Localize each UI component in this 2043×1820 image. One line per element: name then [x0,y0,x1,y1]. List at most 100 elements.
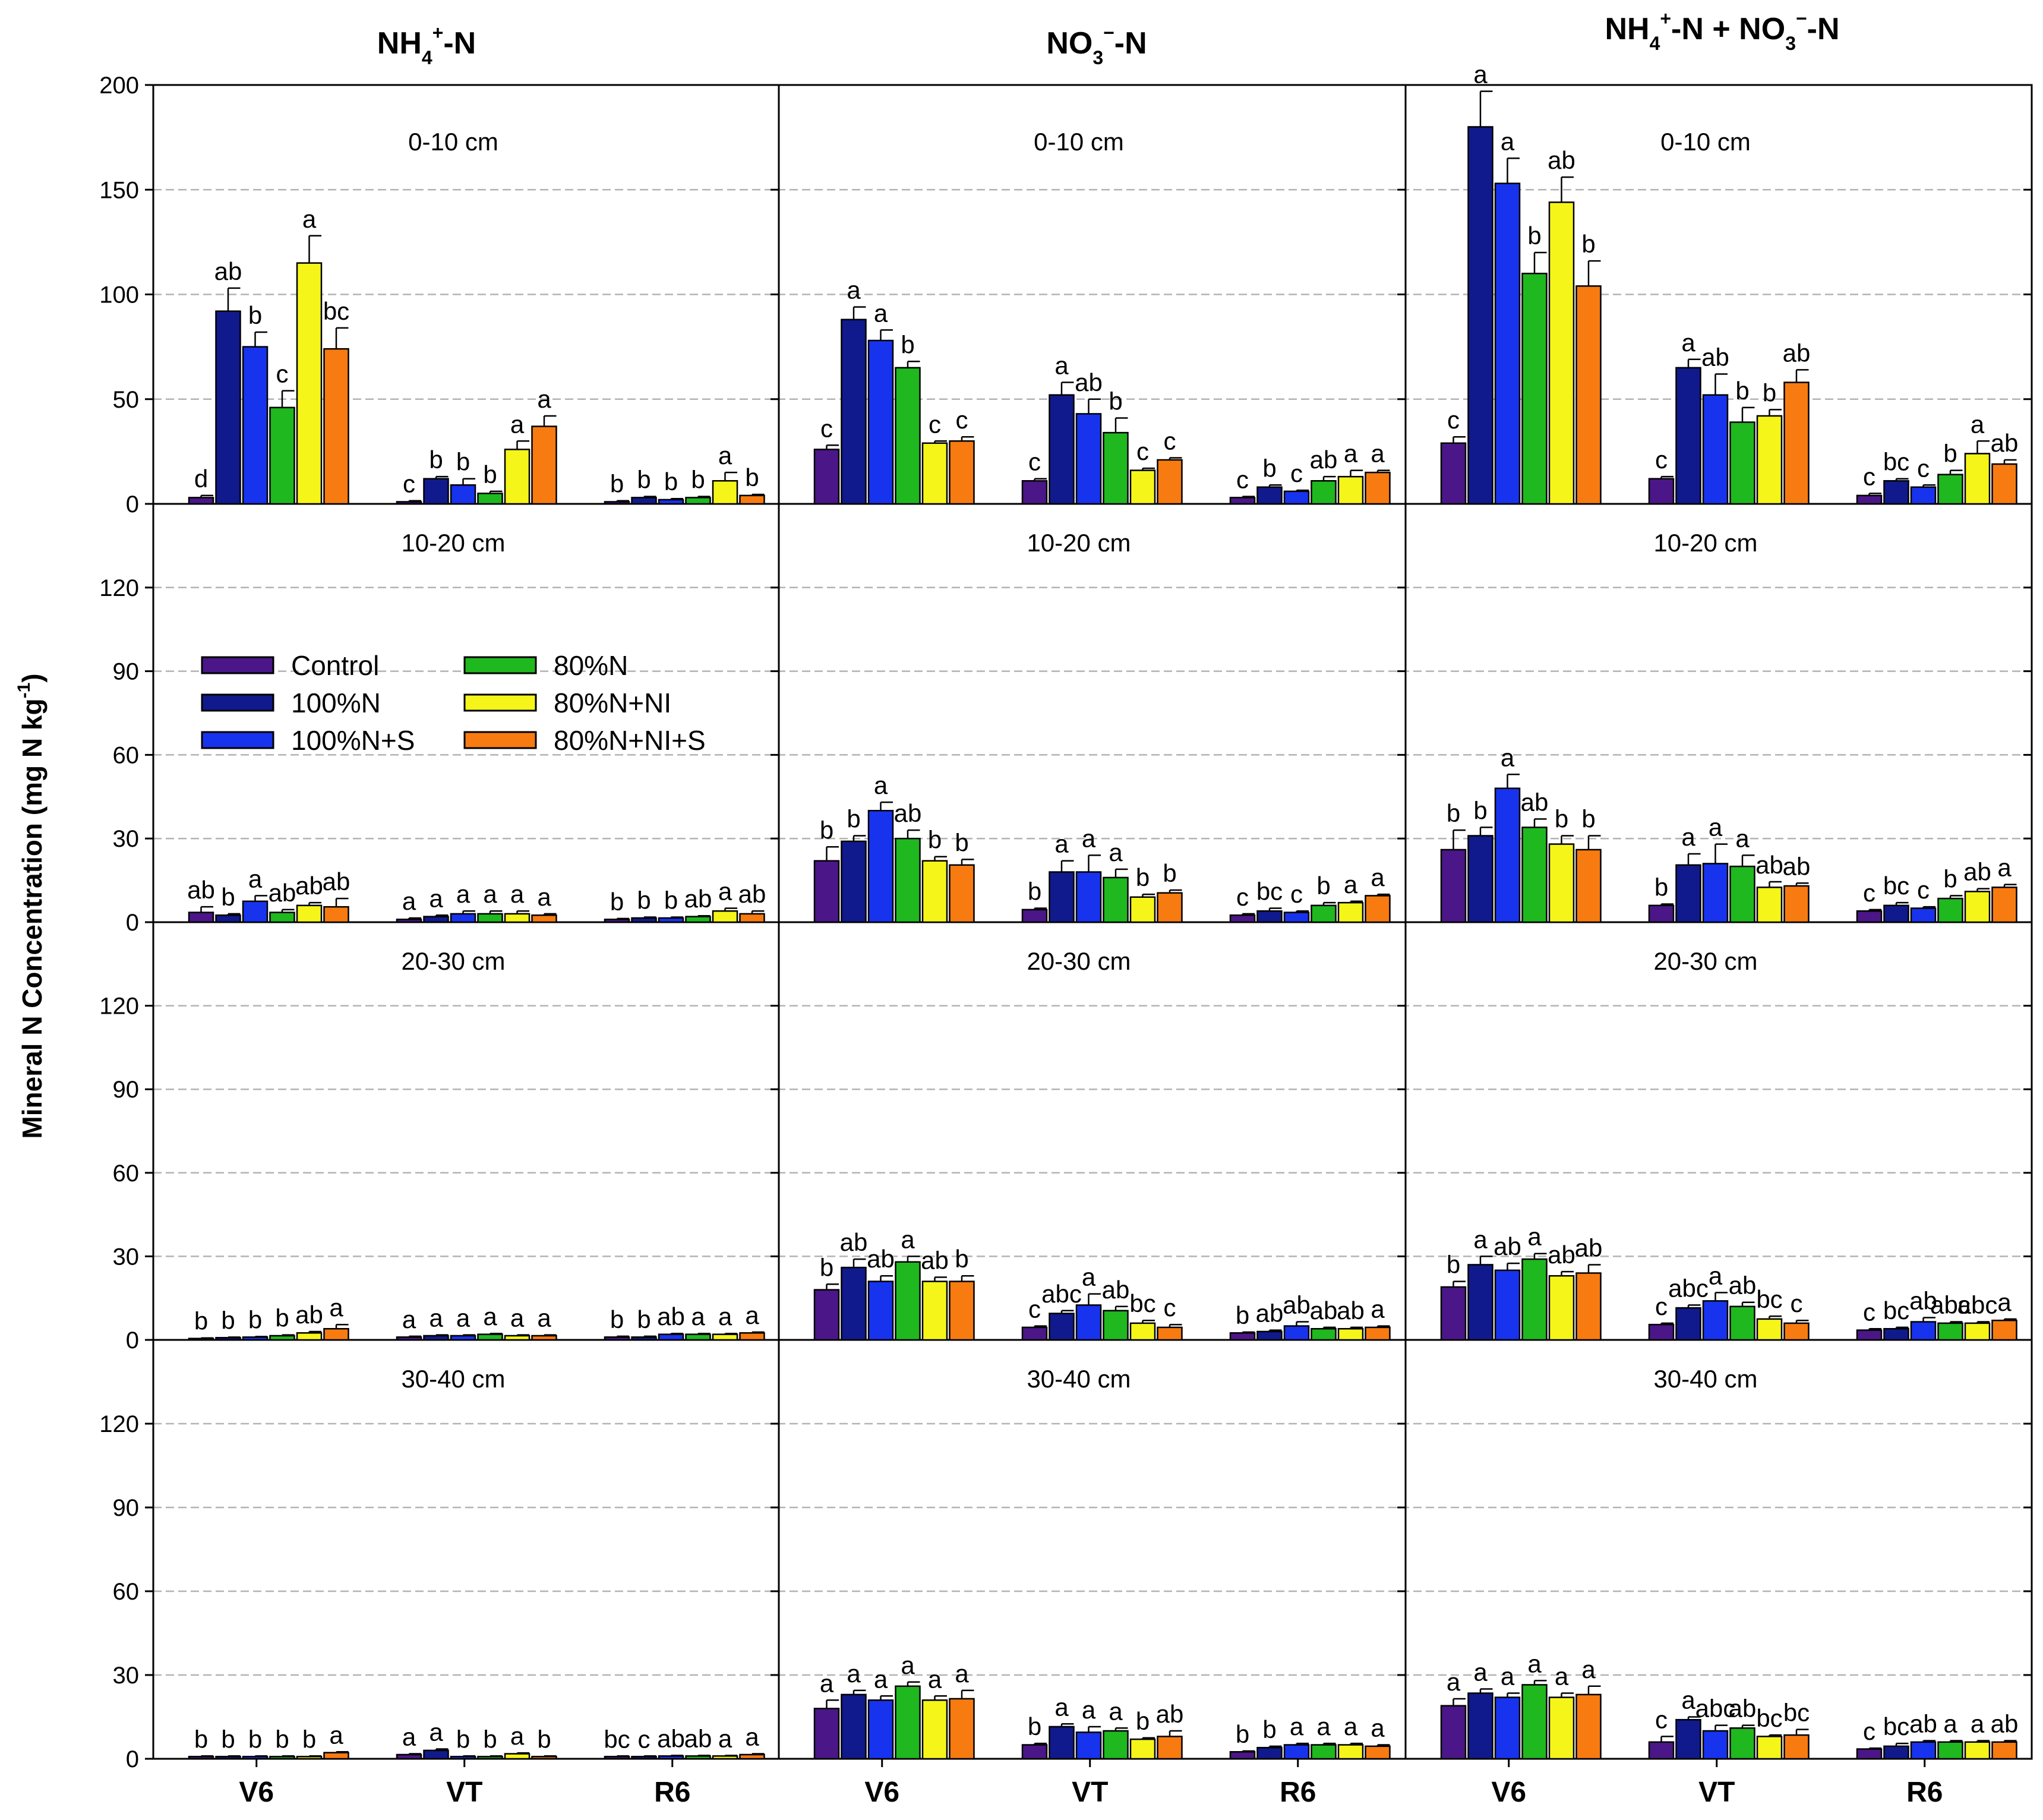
significance-letter: b [248,301,262,329]
significance-letter: b [901,330,914,358]
bar [1964,1322,1991,1341]
significance-letter: a [429,1304,443,1332]
bar [1648,904,1675,923]
significance-letter: a [1943,1709,1957,1737]
gridlines [153,189,2032,1676]
significance-letter: bc [323,297,349,325]
significance-letter: b [1473,796,1487,824]
bar [712,1333,738,1341]
significance-letter: b [248,1725,262,1753]
bar [1311,1744,1337,1760]
bar [921,442,948,505]
bar [631,1755,657,1760]
bar [658,1333,684,1341]
y-tick-label: 90 [113,1077,140,1103]
bar [1283,490,1310,505]
bar [1229,1751,1256,1760]
depth-label: 0-10 cm [408,128,498,156]
significance-letter: c [956,406,968,434]
significance-letter: ab [323,868,351,895]
bar [1494,1696,1521,1760]
bar [1337,901,1364,923]
bar [1783,1734,1810,1760]
significance-letter: bc [1129,1289,1155,1317]
significance-letter: ab [657,1724,685,1752]
significance-letter: c [1863,879,1875,907]
significance-letter: c [1136,437,1149,465]
significance-letter: ab [1102,1276,1130,1304]
bar [631,1336,657,1341]
bar [296,904,323,923]
bar [1883,1328,1909,1341]
significance-letter: b [221,1725,235,1753]
bar [1129,469,1156,505]
bar [1521,1258,1548,1341]
bar [296,1332,323,1341]
bar [1675,1718,1701,1760]
significance-letter: a [483,1302,497,1330]
significance-letter: ab [921,1247,949,1275]
bar [1157,459,1183,505]
significance-letter: abc [1041,1280,1082,1308]
bar [242,1755,269,1760]
significance-letter: c [403,470,415,498]
bar [1049,871,1075,923]
significance-letter: a [1316,1712,1331,1740]
significance-letter: a [1290,1712,1304,1740]
y-tick-label: 30 [113,1244,140,1270]
significance-letter: b [1654,873,1668,901]
bar [949,1698,975,1760]
bar [1311,904,1337,923]
bar [1856,910,1883,923]
bar [658,499,684,505]
bar [685,497,711,505]
significance-letter: a [510,880,525,908]
significance-letter: a [402,1305,416,1333]
significance-letter: ab [1575,1234,1603,1261]
significance-letter: b [1236,1301,1249,1329]
bar [1229,914,1256,923]
bar [867,1699,894,1760]
bar [1075,1731,1102,1760]
x-tick-label: R6 [654,1777,690,1808]
bar [396,919,422,923]
bar [423,478,449,505]
legend-swatch-80n [463,656,537,674]
significance-letter: a [1709,1261,1723,1289]
significance-letter: c [1655,1705,1668,1733]
y-tick-label: 90 [113,659,140,685]
significance-letter: b [194,1725,208,1753]
bar [1729,865,1755,923]
significance-letter: ab [1729,1695,1757,1723]
bar [269,406,295,505]
bar [504,1335,531,1341]
bar [269,911,295,923]
bar [450,1755,476,1760]
bar [323,906,349,923]
bar [531,914,557,923]
y-tick-label: 0 [126,910,139,936]
bar [1783,381,1810,505]
legend-swatch-control [201,656,274,674]
bar [1049,1313,1075,1341]
significance-letter: a [1109,838,1123,866]
bar [1075,871,1102,923]
axes: 0 50 100 150 200 0 30 60 90 120 0 30 60 90 120 0 30 60 90 1… [99,72,2032,1808]
significance-letter: a [402,887,416,915]
significance-letter: c [1236,883,1249,911]
bar [1467,126,1493,505]
significance-letter: a [1371,1295,1385,1323]
significance-letter: a [691,1302,705,1330]
bar [739,913,765,923]
significance-letter: a [1054,352,1069,380]
legend-swatch-80n-ni [463,693,537,712]
significance-letter: a [456,880,471,908]
bar [1702,394,1729,505]
significance-letter: c [276,360,289,388]
bar [1440,849,1467,923]
significance-letter: b [483,460,497,488]
bar [1256,910,1283,923]
bar [1756,1736,1783,1760]
significance-letter: a [329,1721,343,1749]
significance-letter: ab [1991,1709,2019,1737]
